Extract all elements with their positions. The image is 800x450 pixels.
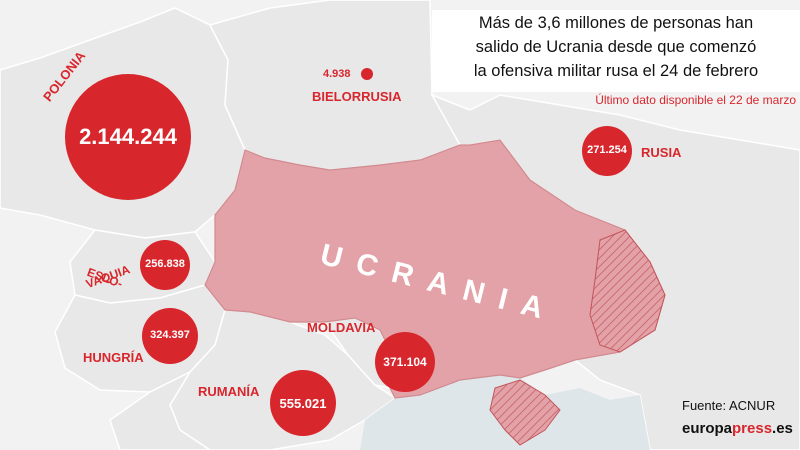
value-hungria: 324.397 [150, 329, 190, 341]
value-rumania: 555.021 [279, 396, 327, 411]
circle-moldavia [375, 332, 435, 392]
balkans-land [109, 370, 212, 450]
donbas-hatched [589, 229, 666, 353]
title-line-1: Más de 3,6 millones de personas han [478, 14, 754, 32]
source-text: Fuente: ACNUR [682, 398, 776, 413]
title-box: Más de 3,6 millones de personas han sali… [432, 10, 800, 92]
circle-rumania [270, 370, 336, 436]
brand-logo: europapress.es [682, 420, 793, 437]
value-rusia: 271.254 [587, 144, 627, 156]
crimea-hatched [489, 379, 561, 446]
value-polonia: 2.144.244 [79, 124, 177, 149]
belarus-land [208, 0, 471, 171]
circle-hungria [142, 308, 198, 364]
brand-part-3: .es [772, 420, 793, 437]
label-bielorrusia-value: 4.938 [323, 68, 351, 80]
brand-part-2: press [732, 420, 773, 437]
title-line-2: salido de Ucrania desde que comenzó [475, 38, 757, 56]
label-bielorrusia: BIELORRUSIA [312, 89, 402, 104]
label-hungria: HUNGRÍA [83, 350, 144, 365]
ukraine-shape [204, 139, 666, 399]
circle-eslovaquia [140, 240, 190, 290]
circle-bielorrusia [361, 68, 373, 80]
label-moldavia: MOLDAVIA [307, 320, 376, 335]
value-moldavia: 371.104 [383, 355, 427, 369]
value-eslovaquia: 256.838 [145, 258, 185, 270]
title-line-3: la ofensiva militar rusa el 24 de febrer… [473, 62, 759, 80]
circle-rusia [582, 126, 632, 176]
subtitle: Último dato disponible el 22 de marzo [595, 93, 796, 107]
brand-part-1: europa [682, 420, 733, 437]
circle-polonia [65, 74, 191, 200]
label-rumania: RUMANÍA [198, 384, 260, 399]
label-rusia: RUSIA [641, 145, 682, 160]
